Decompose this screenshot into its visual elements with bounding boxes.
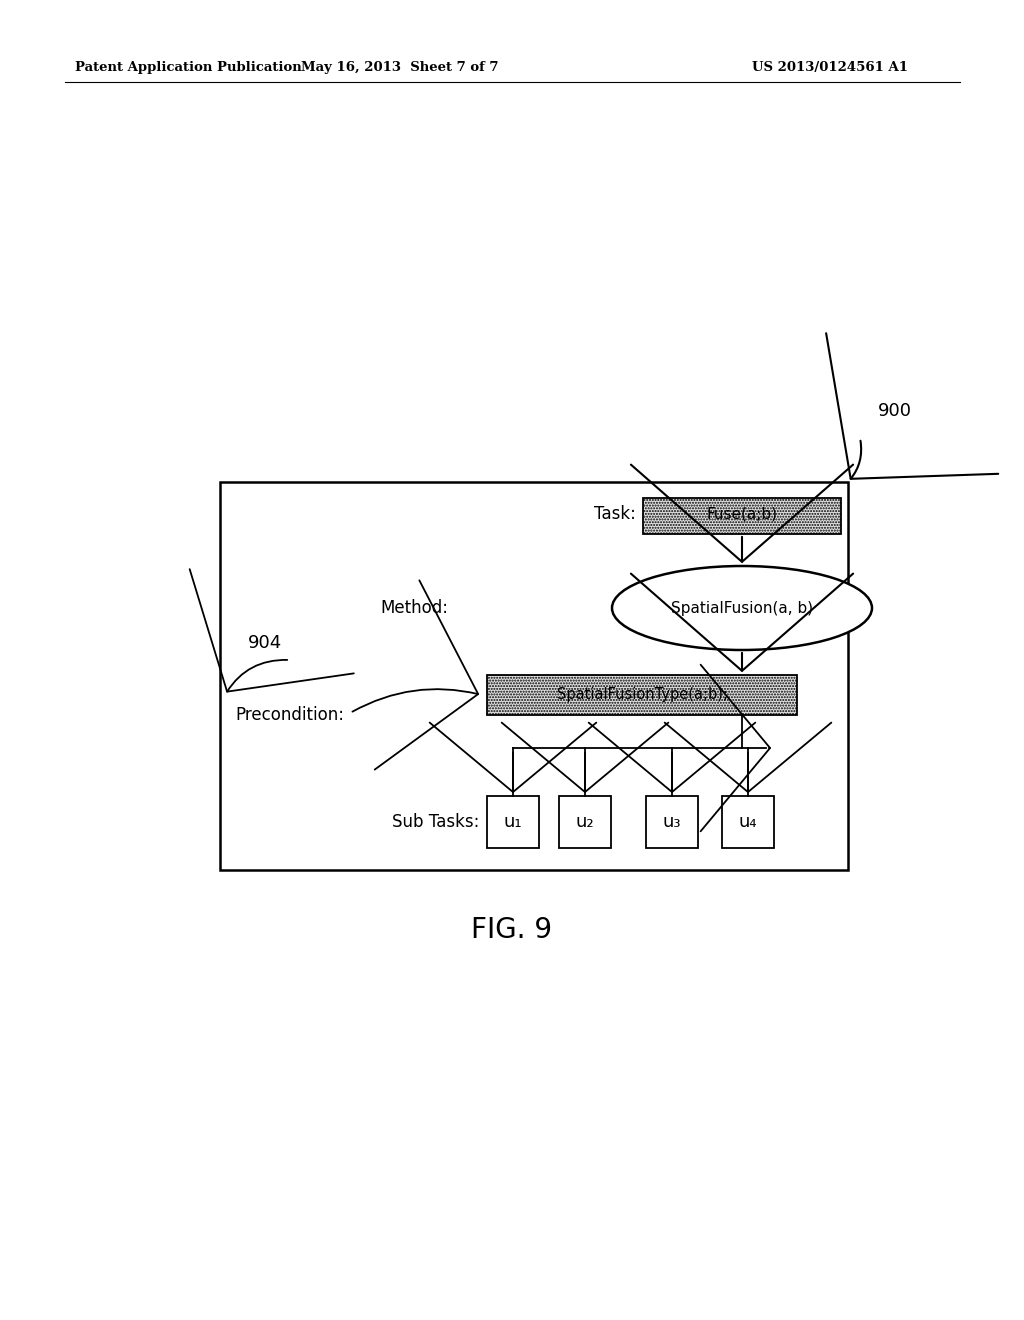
FancyBboxPatch shape <box>220 482 848 870</box>
FancyBboxPatch shape <box>559 796 611 847</box>
Text: FIG. 9: FIG. 9 <box>471 916 553 944</box>
Text: Precondition:: Precondition: <box>234 706 344 723</box>
Text: u₂: u₂ <box>575 813 594 832</box>
FancyBboxPatch shape <box>487 675 797 715</box>
Text: Patent Application Publication: Patent Application Publication <box>75 62 302 74</box>
Text: May 16, 2013  Sheet 7 of 7: May 16, 2013 Sheet 7 of 7 <box>301 62 499 74</box>
FancyBboxPatch shape <box>643 498 841 535</box>
FancyBboxPatch shape <box>722 796 774 847</box>
Text: u₄: u₄ <box>738 813 758 832</box>
FancyBboxPatch shape <box>487 796 539 847</box>
Text: US 2013/0124561 A1: US 2013/0124561 A1 <box>752 62 908 74</box>
Text: 904: 904 <box>248 634 283 652</box>
Text: SpatialFusionType(a;b);: SpatialFusionType(a;b); <box>557 688 727 702</box>
Ellipse shape <box>612 566 872 649</box>
Text: u₁: u₁ <box>504 813 522 832</box>
Text: 900: 900 <box>878 403 912 420</box>
Text: Fuse(a;b): Fuse(a;b) <box>707 507 777 521</box>
Text: SpatialFusion(a, b): SpatialFusion(a, b) <box>671 601 813 615</box>
FancyBboxPatch shape <box>646 796 698 847</box>
Text: Sub Tasks:: Sub Tasks: <box>391 813 479 832</box>
Text: u₃: u₃ <box>663 813 681 832</box>
Text: Method:: Method: <box>380 599 449 616</box>
Text: Task:: Task: <box>594 506 636 523</box>
